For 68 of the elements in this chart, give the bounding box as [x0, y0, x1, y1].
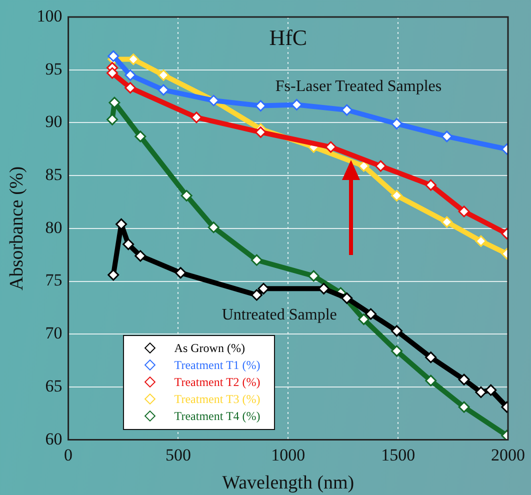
y-axis-title: Absorbance (%): [6, 166, 28, 290]
point: [108, 269, 120, 281]
point: [158, 84, 170, 96]
point: [391, 345, 403, 357]
point: [318, 282, 330, 294]
point: [180, 190, 192, 202]
point: [134, 130, 146, 142]
x-tick-label: 2000: [491, 445, 525, 464]
point: [134, 250, 146, 262]
annotation: Untreated Sample: [222, 306, 337, 324]
point: [374, 160, 386, 172]
legend-label: As Grown (%): [174, 340, 245, 357]
point: [208, 222, 220, 234]
legend-label: Treatment T4 (%): [174, 408, 260, 425]
point: [391, 118, 403, 130]
point: [425, 179, 437, 191]
point: [325, 141, 337, 153]
point: [190, 112, 202, 124]
point: [124, 69, 136, 81]
point: [116, 218, 128, 230]
point: [250, 289, 262, 301]
point: [458, 374, 470, 386]
point: [341, 104, 353, 116]
y-tick-label: 75: [45, 270, 62, 290]
point: [254, 126, 266, 138]
point: [391, 325, 403, 337]
x-tick-label: 0: [64, 445, 73, 464]
x-tick-label: 500: [165, 445, 191, 464]
point: [250, 254, 262, 266]
legend-label: Treatment T2 (%): [174, 374, 260, 391]
legend-label: Treatment T1 (%): [174, 356, 260, 374]
legend-label: Treatment T3 (%): [174, 390, 260, 408]
y-tick-label: 80: [45, 218, 62, 237]
point: [106, 67, 118, 79]
point: [391, 190, 403, 202]
annotation: Fs-Laser Treated Samples: [275, 78, 442, 95]
x-tick-label: 1500: [381, 445, 416, 464]
point: [475, 386, 487, 398]
y-tick-label: 100: [36, 6, 62, 26]
point: [441, 216, 453, 228]
y-tick-label: 90: [45, 112, 62, 132]
point: [308, 270, 320, 282]
point: [341, 292, 353, 304]
point: [441, 130, 453, 142]
point: [158, 69, 170, 81]
point: [365, 308, 377, 320]
point: [128, 54, 140, 66]
point: [108, 50, 120, 62]
y-tick-label: 85: [45, 165, 62, 184]
point: [358, 160, 370, 172]
point: [174, 267, 186, 279]
point: [358, 314, 370, 326]
y-tick-label: 95: [45, 59, 62, 78]
y-tick-label: 70: [45, 324, 62, 343]
point: [425, 352, 437, 364]
point: [122, 238, 134, 250]
x-axis-title: Wavelength (nm): [222, 472, 354, 494]
y-tick-label: 60: [45, 429, 62, 448]
point: [485, 384, 497, 396]
point: [124, 82, 136, 94]
x-tick-label: 1000: [271, 445, 306, 464]
point: [458, 206, 470, 218]
y-tick-label: 65: [45, 376, 62, 396]
chart-title: HfC: [269, 24, 308, 50]
point: [425, 374, 437, 386]
point: [106, 114, 118, 126]
point: [475, 235, 487, 247]
point: [458, 401, 470, 413]
